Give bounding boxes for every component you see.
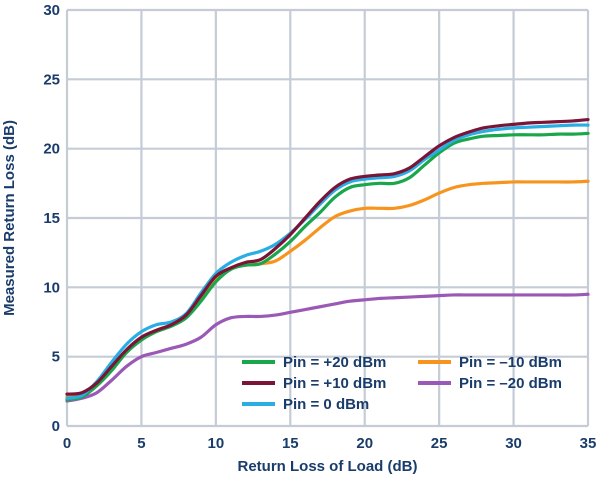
legend-label-pin-10-dbm: Pin = –10 dBm [459,354,562,371]
y-tick-label: 5 [52,349,60,366]
x-axis-title: Return Loss of Load (dB) [238,458,418,475]
x-tick-label: 15 [282,435,299,452]
y-axis-title: Measured Return Loss (dB) [1,120,18,316]
y-tick-label: 15 [43,210,60,227]
x-tick-label: 25 [431,435,448,452]
y-tick-label: 0 [52,418,60,435]
legend-label-pin-10-dbm: Pin = +10 dBm [283,375,386,392]
legend: Pin = +20 dBm Pin = +10 dBm Pin = 0 dBm Pin… [242,354,562,413]
series-line-pin-10-dbm [65,117,590,396]
y-tick-label: 30 [43,2,60,19]
x-tick-label: 10 [208,435,225,452]
x-tick-label: 5 [137,435,145,452]
series-line-pin-0-dbm [65,123,590,400]
grid [65,8,590,428]
series-line-pin-20-dbm [65,292,590,403]
legend-label-pin-20-dbm: Pin = +20 dBm [283,354,386,371]
x-tick-label: 35 [580,435,597,452]
y-tick-label: 10 [43,279,60,296]
legend-label-pin-0-dbm: Pin = 0 dBm [283,396,369,413]
x-tick-label: 20 [356,435,373,452]
series-lines [65,117,590,403]
legend-label-pin-20-dbm: Pin = –20 dBm [459,375,562,392]
y-tick-label: 20 [43,141,60,158]
x-tick-label: 30 [505,435,522,452]
tick-labels: 0 5 10 15 20 25 30 35 0 5 10 15 20 25 30 [43,2,596,452]
x-tick-label: 0 [63,435,71,452]
y-tick-label: 25 [43,71,60,88]
